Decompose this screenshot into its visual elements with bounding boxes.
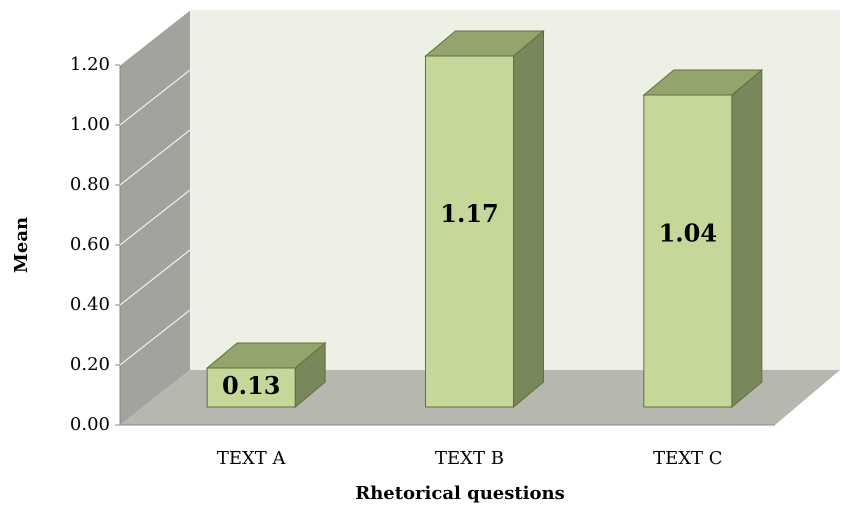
bar xyxy=(425,55,514,408)
grid-line xyxy=(119,129,191,186)
y-tick-label: 1.20 xyxy=(70,54,110,75)
value-label: 1.04 xyxy=(659,219,717,248)
grid-line xyxy=(119,249,191,306)
bar xyxy=(643,94,733,408)
bar-side xyxy=(513,29,544,409)
grid-line xyxy=(119,9,191,66)
y-tick-label: 0.40 xyxy=(70,294,110,315)
x-tick-label: TEXT B xyxy=(435,448,504,469)
value-label: 0.13 xyxy=(222,371,280,400)
y-tick-label: 0.60 xyxy=(70,234,110,255)
y-tick-label: 0.20 xyxy=(70,354,110,375)
grid-line xyxy=(119,189,191,246)
bar xyxy=(206,367,296,408)
y-tick-label: 0.00 xyxy=(70,414,110,435)
x-tick-label: TEXT C xyxy=(653,448,722,469)
grid-line xyxy=(119,309,191,366)
value-label: 1.17 xyxy=(440,199,498,228)
bar-side xyxy=(731,68,763,409)
y-axis-title: Mean xyxy=(11,217,32,273)
y-tick-label: 1.00 xyxy=(70,114,110,135)
y-tick-label: 0.80 xyxy=(70,174,110,195)
x-tick-label: TEXT A xyxy=(217,448,287,469)
grid-line xyxy=(119,69,191,126)
x-axis-title: Rhetorical questions xyxy=(355,483,565,504)
